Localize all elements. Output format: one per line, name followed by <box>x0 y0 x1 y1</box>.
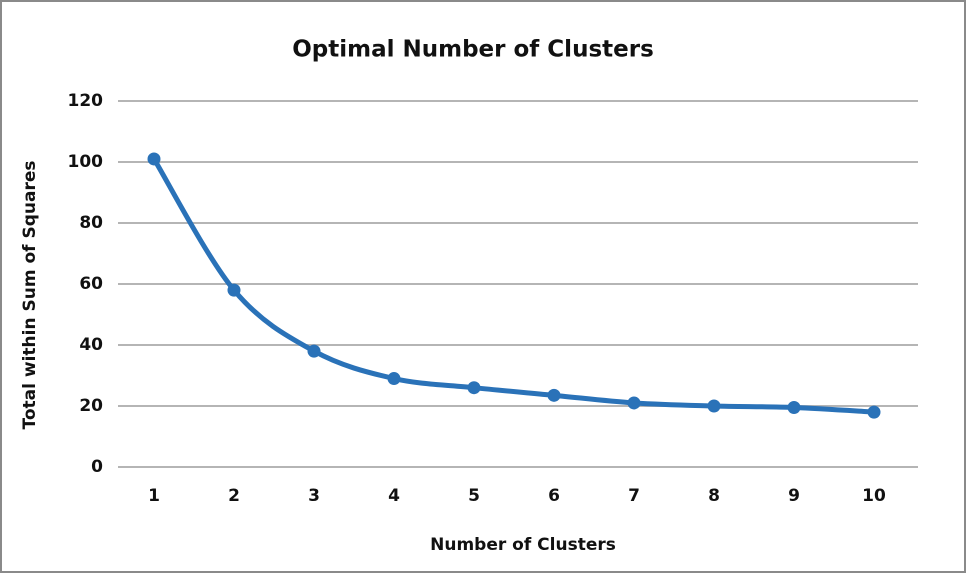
marker <box>707 399 721 413</box>
marker <box>307 344 321 358</box>
y-tick-label: 80 <box>79 213 103 233</box>
marker <box>387 372 401 386</box>
x-tick-label: 2 <box>228 486 240 506</box>
x-tick-label: 1 <box>148 486 160 506</box>
line <box>151 156 877 415</box>
marker <box>147 152 161 166</box>
marker <box>627 396 641 410</box>
marker <box>787 401 801 415</box>
chart-title: Optimal Number of Clusters <box>292 37 654 63</box>
y-tick-label: 0 <box>91 457 103 477</box>
marker <box>867 405 881 419</box>
x-tick-label: 6 <box>548 486 560 506</box>
y-tick-label: 100 <box>68 152 104 172</box>
y-tick-label: 40 <box>79 335 103 355</box>
marker <box>227 283 241 297</box>
y-tick-label: 120 <box>68 91 104 111</box>
x-tick-label: 9 <box>788 486 800 506</box>
x-tick-label: 8 <box>708 486 720 506</box>
y-tick-label: 20 <box>79 396 103 416</box>
x-tick-label: 7 <box>628 486 640 506</box>
y-axis-label: Total within Sum of Squares <box>20 161 40 430</box>
x-tick-label: 10 <box>862 486 886 506</box>
x-tick-label: 3 <box>308 486 320 506</box>
x-tick-label: 4 <box>388 486 400 506</box>
marker <box>467 381 481 395</box>
x-tick-label: 5 <box>468 486 480 506</box>
marker <box>547 388 561 402</box>
x-axis-label: Number of Clusters <box>430 535 616 555</box>
y-tick-label: 60 <box>79 274 103 294</box>
